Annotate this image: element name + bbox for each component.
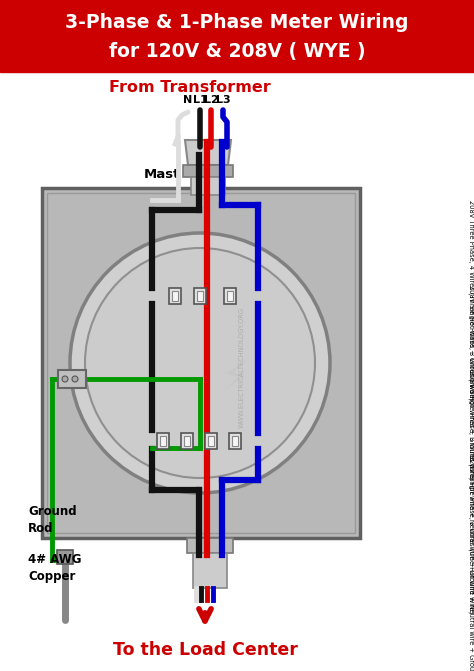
Bar — [172, 291, 178, 301]
Bar — [157, 433, 169, 449]
Bar — [229, 433, 241, 449]
Bar — [160, 436, 166, 446]
Text: 4# AWG
Copper: 4# AWG Copper — [28, 553, 82, 583]
Text: L2: L2 — [204, 95, 219, 105]
Circle shape — [72, 376, 78, 382]
Text: 3-Phase & 1-Phase Meter Wiring: 3-Phase & 1-Phase Meter Wiring — [65, 13, 409, 32]
Bar — [208, 436, 214, 446]
Bar — [227, 291, 233, 301]
Text: L1: L1 — [192, 95, 207, 105]
Bar — [58, 370, 86, 388]
Bar — [47, 193, 355, 533]
Bar — [194, 288, 206, 304]
Text: From Transformer: From Transformer — [109, 79, 271, 95]
Bar — [181, 433, 193, 449]
Text: Ground
Rod: Ground Rod — [28, 505, 77, 535]
Text: for 120V & 208V ( WYE ): for 120V & 208V ( WYE ) — [109, 42, 365, 62]
Bar — [197, 291, 203, 301]
Bar — [205, 433, 217, 449]
Bar — [191, 177, 225, 195]
Bar — [183, 165, 233, 177]
Circle shape — [70, 233, 330, 493]
Bar — [42, 188, 360, 538]
Bar — [0, 0, 474, 72]
Text: 208V Single Phase, 3 Wires (Two Hot wires + Ground wire): 208V Single Phase, 3 Wires (Two Hot wire… — [468, 285, 474, 480]
Bar — [169, 288, 181, 304]
Text: To the Load Center: To the Load Center — [112, 641, 298, 659]
Text: 120V Single Phase, 3 Wires (One Hot wire + Neutral wire + Ground Wire): 120V Single Phase, 3 Wires (One Hot wire… — [468, 455, 474, 671]
Text: 208V Three Phase, 4 Wires (Three Hot wires + Ground wire): 208V Three Phase, 4 Wires (Three Hot wir… — [468, 200, 474, 400]
Bar — [224, 288, 236, 304]
Text: ⚡: ⚡ — [220, 357, 250, 399]
Text: WWW.ELECTRICALTECHNOLOGY.ORG: WWW.ELECTRICALTECHNOLOGY.ORG — [239, 307, 245, 429]
Text: L3: L3 — [216, 95, 230, 105]
Text: 208V Single Phase, 3 Wires (One Hot wire + Neutral wire + Ground Wire): 208V Single Phase, 3 Wires (One Hot wire… — [468, 370, 474, 613]
Bar — [187, 538, 233, 553]
Circle shape — [85, 248, 315, 478]
Text: N: N — [183, 95, 192, 105]
Polygon shape — [185, 140, 231, 165]
Circle shape — [62, 376, 68, 382]
Text: Mast: Mast — [144, 168, 180, 181]
Bar — [57, 550, 73, 564]
Bar — [232, 436, 238, 446]
Bar — [193, 553, 227, 588]
Bar — [184, 436, 190, 446]
